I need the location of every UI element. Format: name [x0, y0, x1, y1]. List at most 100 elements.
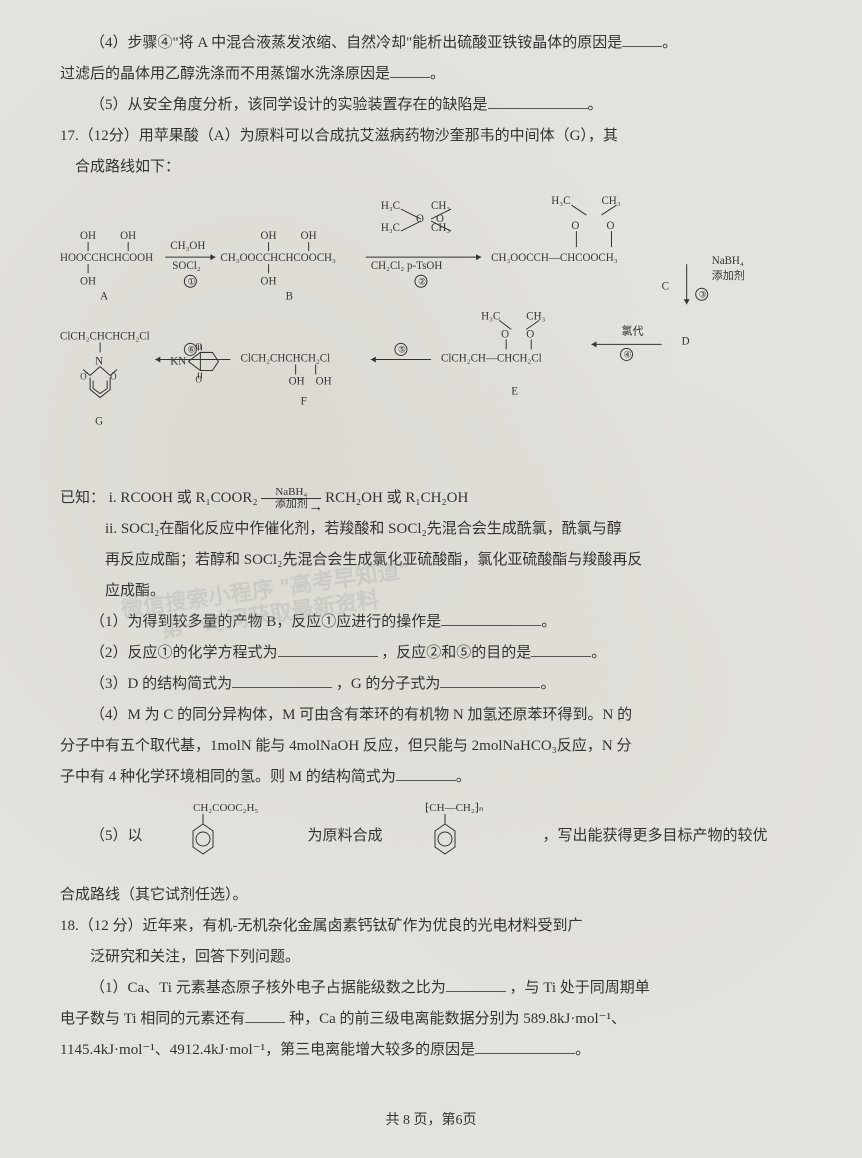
svg-text:⑤: ⑤ — [398, 344, 406, 354]
svg-text:OH: OH — [120, 230, 136, 242]
q17-sub5-mid: 为原料合成 — [278, 823, 383, 850]
q16-part4-cont: 过滤后的晶体用乙醇洗涤而不用蒸馏水洗涤原因是。 — [60, 61, 802, 88]
svg-text:OH: OH — [301, 230, 317, 242]
q17-header-cont: 合成路线如下： — [60, 154, 802, 181]
blank — [278, 642, 378, 657]
q17-sub5-suffix: ，写出能获得更多目标产物的较优 — [513, 823, 768, 850]
known-ii-c2-text: 应成酯。 — [105, 583, 165, 599]
svg-text:N: N — [95, 355, 103, 367]
svg-text:NaBH₄: NaBH₄ — [712, 255, 744, 267]
svg-text:KN: KN — [170, 355, 186, 367]
q17-sub4-l2: 分子中有五个取代基，1molN 能与 4molNaOH 反应，但只能与 2mol… — [60, 733, 802, 760]
svg-text:OH: OH — [316, 376, 332, 388]
q16-part5-text: （5）从安全角度分析，该同学设计的实验装置存在的缺陷是 — [90, 97, 488, 113]
q17-known-ii-c2: 应成酯。 — [60, 578, 802, 605]
svg-text:ClCH₂CHCHCH₂Cl: ClCH₂CHCHCH₂Cl — [60, 330, 150, 342]
svg-text:CH₃: CH₃ — [431, 200, 450, 212]
q18-header-text: 18.（12 分）近年来，有机-无机杂化金属卤素钙钛矿作为优良的光电材料受到广 — [60, 918, 583, 934]
page-footer: 共 8 页，第6页 — [0, 1108, 862, 1133]
blank — [441, 611, 541, 626]
known-i: i. RCOOH 或 R₁COOR₂ — [109, 490, 258, 506]
q17-sub5-prefix: （5）以 — [60, 823, 143, 850]
svg-text:④: ④ — [624, 349, 632, 359]
q17-sub5: （5）以 CH₂COOC₂H₅ 为原料合成 ⁅CH—CH₂⁆ₙ ，写出能获得更多… — [60, 799, 802, 874]
svg-text:OH: OH — [80, 275, 96, 287]
q18-sub1-l2: 电子数与 Ti 相同的元素还有 种，Ca 的前三级电离能数据分别为 589.8k… — [60, 1006, 802, 1033]
blank — [488, 94, 588, 109]
q17-sub2-cont: ，反应②和⑤的目的是 — [381, 645, 531, 661]
svg-text:B: B — [286, 290, 293, 302]
q18-sub1-c2: 种，Ca 的前三级电离能数据分别为 589.8kJ·mol⁻¹、 — [289, 1011, 626, 1027]
q18-header-cont: 泛研究和关注，回答下列问题。 — [60, 944, 802, 971]
q18-sub1-l1-text: （1）Ca、Ti 元素基态原子核外电子占据能级数之比为 — [90, 980, 446, 996]
known-label: 已知： — [60, 490, 105, 506]
svg-text:①: ① — [187, 276, 195, 286]
svg-text:O: O — [606, 220, 614, 232]
q17-sub4-l3: 子中有 4 种化学环境相同的氢。则 M 的结构简式为。 — [60, 764, 802, 791]
q18-header: 18.（12 分）近年来，有机-无机杂化金属卤素钙钛矿作为优良的光电材料受到广 — [60, 913, 802, 940]
blank — [232, 673, 332, 688]
svg-text:H₃C: H₃C — [481, 310, 500, 322]
svg-text:F: F — [301, 396, 307, 408]
q17-sub2: （2）反应①的化学方程式为 ，反应②和⑤的目的是。 — [60, 640, 802, 667]
svg-text:CH₃OOCCHCHCOOCH₃: CH₃OOCCHCHCOOCH₃ — [220, 252, 336, 264]
blank — [622, 32, 662, 47]
svg-text:H₃C: H₃C — [381, 200, 400, 212]
q17-header-cont-text: 合成路线如下： — [75, 159, 180, 175]
known-i-prod: RCH₂OH 或 R₁CH₂OH — [325, 490, 468, 506]
blank — [446, 977, 506, 992]
svg-text:D: D — [682, 335, 690, 347]
q17-sub5-l2: 合成路线（其它试剂任选）。 — [60, 882, 802, 909]
page-content: （4）步骤④"将 A 中混合液蒸发浓缩、自然冷却"能析出硫酸亚铁铵晶体的原因是。… — [60, 30, 802, 1064]
q17-known-ii-c1: 再反应成酯；若醇和 SOCl₂先混合会生成氯化亚硫酸酯，氯化亚硫酸酯与羧酸再反 — [60, 547, 802, 574]
scheme-svg: .ct { font-family: "Times New Roman", se… — [60, 189, 802, 470]
svg-text:O: O — [526, 328, 534, 340]
svg-text:CH₂COOC₂H₅: CH₂COOC₂H₅ — [193, 802, 258, 814]
svg-text:HOOCCHCHCOOH: HOOCCHCHCOOH — [60, 252, 153, 264]
svg-text:⑥: ⑥ — [187, 344, 195, 354]
svg-text:氯代: 氯代 — [622, 323, 644, 337]
q18-sub1-c1: ，与 Ti 处于同周期单 — [509, 980, 649, 996]
svg-text:CH₃OH: CH₃OH — [170, 240, 205, 252]
svg-text:O: O — [436, 213, 444, 225]
svg-text:H₃C: H₃C — [381, 222, 400, 234]
footer-text: 共 8 页，第6页 — [386, 1113, 477, 1128]
q18-sub1-l3: 1145.4kJ·mol⁻¹、4912.4kJ·mol⁻¹，第三电离能增大较多的… — [60, 1037, 802, 1064]
q16-part4: （4）步骤④"将 A 中混合液蒸发浓缩、自然冷却"能析出硫酸亚铁铵晶体的原因是。 — [60, 30, 802, 57]
svg-text:E: E — [511, 386, 518, 398]
benzene-struct-2: ⁅CH—CH₂⁆ₙ — [393, 799, 503, 874]
q17-sub4-l1: （4）M 为 C 的同分异构体，M 可由含有苯环的有机物 N 加氢还原苯环得到。… — [60, 702, 802, 729]
q17-sub4-l1-text: （4）M 为 C 的同分异构体，M 可由含有苯环的有机物 N 加氢还原苯环得到。… — [90, 707, 632, 723]
svg-text:CH₂Cl₂ p-TsOH: CH₂Cl₂ p-TsOH — [371, 260, 443, 272]
svg-text:ClCH₂CHCHCH₂Cl: ClCH₂CHCHCH₂Cl — [240, 352, 330, 364]
svg-text:OH: OH — [261, 275, 277, 287]
blank — [531, 642, 591, 657]
q17-known-ii: ii. SOCl₂在酯化反应中作催化剂，若羧酸和 SOCl₂先混合会生成酰氯，酰… — [60, 516, 802, 543]
svg-text:ClCH₂CH—CHCH₂Cl: ClCH₂CH—CHCH₂Cl — [441, 352, 542, 364]
svg-text:CH₃: CH₃ — [601, 195, 620, 207]
svg-text:③: ③ — [699, 289, 707, 299]
q17-sub1: （1）为得到较多量的产物 B，反应①应进行的操作是。 — [60, 609, 802, 636]
svg-text:C: C — [662, 280, 669, 292]
q18-sub1-l3-text: 1145.4kJ·mol⁻¹、4912.4kJ·mol⁻¹，第三电离能增大较多的… — [60, 1042, 475, 1058]
q17-sub3-cont: ，G 的分子式为 — [336, 676, 441, 692]
reaction-scheme: .ct { font-family: "Times New Roman", se… — [60, 189, 802, 477]
known-ii-text: ii. SOCl₂在酯化反应中作催化剂，若羧酸和 SOCl₂先混合会生成酰氯，酰… — [105, 521, 622, 537]
svg-text:A: A — [100, 290, 108, 302]
q17-sub5-l2-text: 合成路线（其它试剂任选）。 — [60, 887, 248, 903]
svg-text:CH₃OOCCH—CHCOOCH₃: CH₃OOCCH—CHCOOCH₃ — [491, 252, 618, 264]
q17-sub1-text: （1）为得到较多量的产物 B，反应①应进行的操作是 — [90, 614, 441, 630]
q17-header: 17.（12分）用苹果酸（A）为原料可以合成抗艾滋病药物沙奎那韦的中间体（G），… — [60, 123, 802, 150]
known-ii-c1-text: 再反应成酯；若醇和 SOCl₂先混合会生成氯化亚硫酸酯，氯化亚硫酸酯与羧酸再反 — [105, 552, 642, 568]
svg-text:O: O — [80, 372, 87, 382]
svg-text:O: O — [416, 213, 424, 225]
q16-part4-text: （4）步骤④"将 A 中混合液蒸发浓缩、自然冷却"能析出硫酸亚铁铵晶体的原因是 — [90, 35, 622, 51]
q17-known: 已知： i. RCOOH 或 R₁COOR₂ NaBH₄ → 添加剂 RCH₂O… — [60, 485, 802, 512]
blank — [475, 1039, 575, 1054]
q18-sub1-l2-text: 电子数与 Ti 相同的元素还有 — [60, 1011, 245, 1027]
svg-text:O: O — [571, 220, 579, 232]
svg-text:添加剂: 添加剂 — [712, 268, 745, 282]
reaction-arrow: NaBH₄ → 添加剂 — [261, 487, 321, 510]
svg-text:OH: OH — [261, 230, 277, 242]
q17-header-text: 17.（12分）用苹果酸（A）为原料可以合成抗艾滋病药物沙奎那韦的中间体（G），… — [60, 128, 618, 144]
